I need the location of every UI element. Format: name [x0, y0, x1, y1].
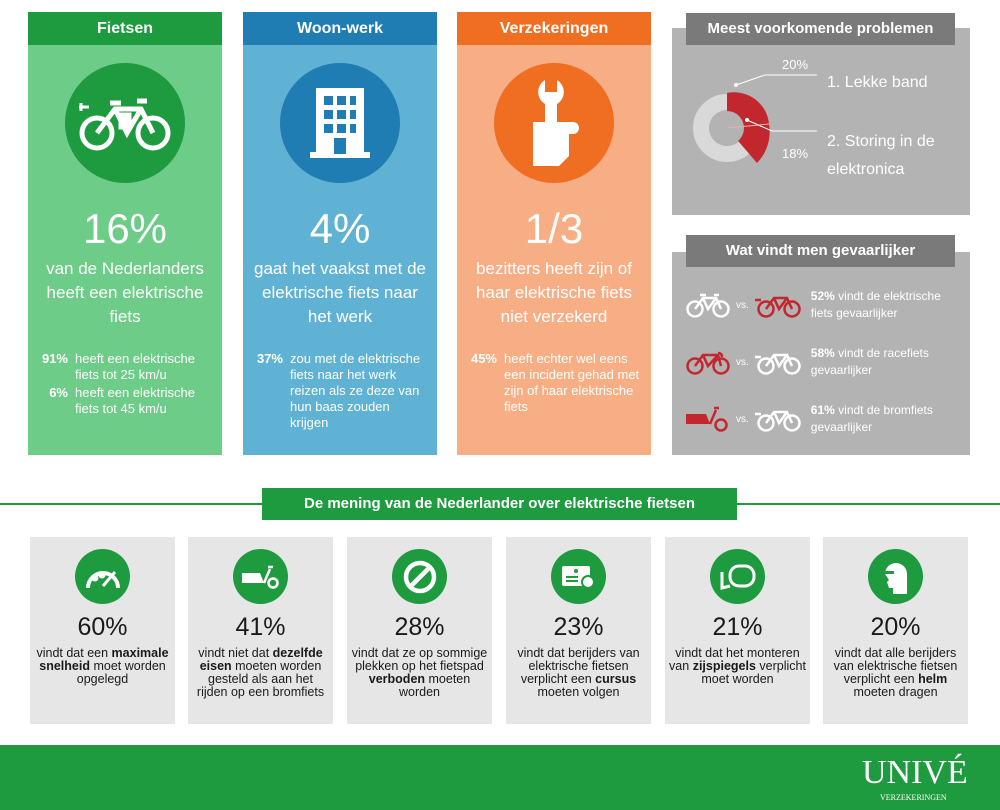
scooter-icon	[233, 549, 288, 604]
vs-label: vs.	[736, 299, 749, 311]
problem-pct: 20%	[782, 57, 809, 72]
stat-text: heeft een elektrische fiets tot 45 km/u	[75, 385, 195, 416]
verzekeringen-stats: 45% heeft echter wel eens een incident ge…	[457, 351, 651, 415]
opinion-pct: 23%	[553, 613, 604, 641]
verzekeringen-big-stat: 1/3	[524, 205, 584, 252]
verzekeringen-subtext: bezitters heeft zijn of haar elektrische…	[476, 259, 632, 326]
danger-row: vs. 61% vindt de bromfiets gevaarlijker	[686, 402, 951, 436]
opinion-card: 41% vindt niet dat dezelfde eisen moeten…	[188, 537, 333, 724]
electric-bike-icon	[754, 410, 801, 432]
opinion-text: vindt dat ze op sommige plekken op het f…	[351, 646, 488, 699]
stat-text: zou met de elektrische fiets naar het we…	[290, 351, 421, 430]
electric-bike-icon	[65, 63, 185, 183]
opinion-text: vindt dat het monteren van zijspiegels v…	[669, 646, 806, 686]
stat-pct: 37%	[256, 351, 283, 366]
verzekeringen-text-block: bezitters heeft zijn of haar elektrische…	[457, 257, 651, 415]
verzekeringen-header: Verzekeringen	[457, 12, 651, 45]
danger-panel: vs. 52% vindt de elektrische fiets gevaa…	[672, 252, 970, 455]
fietsen-stats: 91% heeft een elektrische fiets tot 25 km…	[28, 351, 222, 417]
problem-label: 1. Lekke band	[827, 74, 928, 91]
woon-werk-header: Woon-werk	[243, 12, 437, 45]
opinion-text: vindt dat berijders van elektrische fiet…	[517, 646, 640, 699]
bicycle-icon	[686, 293, 730, 318]
problem-label: 2. Storing in de elektronica	[827, 133, 935, 178]
problems-leader-lines	[734, 74, 817, 132]
problems-panel: 20% 18% 1. Lekke band 2. Storing in de e…	[672, 28, 970, 215]
danger-header: Wat vindt men gevaarlijker	[686, 235, 955, 267]
unive-logo: UNIVÉ	[862, 754, 968, 791]
opinion-text: vindt niet dat dezelfde eisen moeten wor…	[196, 646, 325, 699]
electric-bike-icon	[754, 296, 801, 318]
stat-pct: 91%	[41, 351, 68, 366]
woon-werk-panel: 4% gaat het vaakst met de elektrische fi…	[243, 45, 437, 455]
opinion-card: 60% vindt dat een maximale snelheid moet…	[30, 537, 175, 724]
woon-werk-big-stat: 4%	[309, 205, 371, 252]
stat-text: heeft echter wel eens een incident gehad…	[504, 351, 640, 414]
prohibited-icon	[392, 549, 447, 604]
opinion-text: vindt dat een maximale snelheid moet wor…	[36, 646, 169, 686]
danger-row: vs. 52% vindt de elektrische fiets gevaa…	[686, 288, 951, 322]
stat-text: heeft een elektrische fiets tot 25 km/u	[75, 351, 195, 382]
problems-donut	[693, 92, 770, 163]
opinion-card: 28% vindt dat ze op sommige plekken op h…	[347, 537, 492, 724]
problem-pct: 18%	[782, 146, 809, 161]
fietsen-text-block: van de Nederlanders heeft een elektrisch…	[28, 257, 222, 417]
vs-label: vs.	[736, 413, 749, 425]
electric-bike-icon	[754, 353, 801, 375]
certificate-icon	[551, 549, 606, 604]
opinion-card: 20% vindt dat alle berijders van elektri…	[823, 537, 968, 724]
fietsen-big-stat: 16%	[82, 205, 168, 252]
racing-bike-icon	[686, 351, 730, 375]
danger-row: vs. 58% vindt de racefiets gevaarlijker	[686, 345, 951, 379]
helmet-icon	[868, 549, 923, 604]
stat-pct: 45%	[470, 351, 497, 366]
verzekeringen-panel: 1/3 bezitters heeft zijn of haar elektri…	[457, 45, 651, 455]
woon-werk-stat: 37% zou met de elektrische fiets naar het…	[247, 351, 431, 431]
verzekeringen-stat: 45% heeft echter wel eens een incident ge…	[461, 351, 645, 415]
danger-text: 52% vindt de elektrische fiets gevaarlij…	[810, 289, 941, 320]
office-building-icon	[280, 63, 400, 183]
fietsen-subtext: van de Nederlanders heeft een elektrisch…	[46, 259, 204, 326]
danger-text: 61% vindt de bromfiets gevaarlijker	[810, 403, 933, 434]
woon-werk-subtext: gaat het vaakst met de elektrische fiets…	[254, 259, 426, 326]
opinion-header: De mening van de Nederlander over elektr…	[262, 488, 737, 520]
opinion-pct: 21%	[712, 613, 763, 641]
opinion-text: vindt dat alle berijders van elektrische…	[833, 646, 958, 699]
fietsen-stat: 6% heeft een elektrische fiets tot 45 km/…	[32, 385, 216, 417]
opinion-card: 23% vindt dat berijders van elektrische …	[506, 537, 651, 724]
opinion-pct: 60%	[77, 613, 128, 641]
footer: UNIVÉ VERZEKERINGEN	[0, 745, 1000, 810]
opinion-pct: 20%	[870, 613, 921, 641]
mirror-icon	[710, 549, 765, 604]
danger-text: 58% vindt de racefiets gevaarlijker	[810, 346, 929, 377]
opinion-pct: 41%	[235, 613, 286, 641]
woon-werk-text-block: gaat het vaakst met de elektrische fiets…	[243, 257, 437, 431]
speedometer-icon	[75, 549, 130, 604]
stat-pct: 6%	[49, 385, 68, 400]
fietsen-stat: 91% heeft een elektrische fiets tot 25 km…	[32, 351, 216, 383]
problems-header: Meest voorkomende problemen	[686, 13, 955, 45]
fietsen-panel: 16% van de Nederlanders heeft een elektr…	[28, 45, 222, 455]
opinion-card: 21% vindt dat het monteren van zijspiege…	[665, 537, 810, 724]
scooter-icon	[686, 406, 728, 432]
unive-logo-sub: VERZEKERINGEN	[880, 793, 947, 802]
opinion-pct: 28%	[394, 613, 445, 641]
fietsen-header: Fietsen	[28, 12, 222, 45]
woon-werk-stats: 37% zou met de elektrische fiets naar het…	[243, 351, 437, 431]
vs-label: vs.	[736, 356, 749, 368]
hand-wrench-icon	[494, 63, 614, 183]
